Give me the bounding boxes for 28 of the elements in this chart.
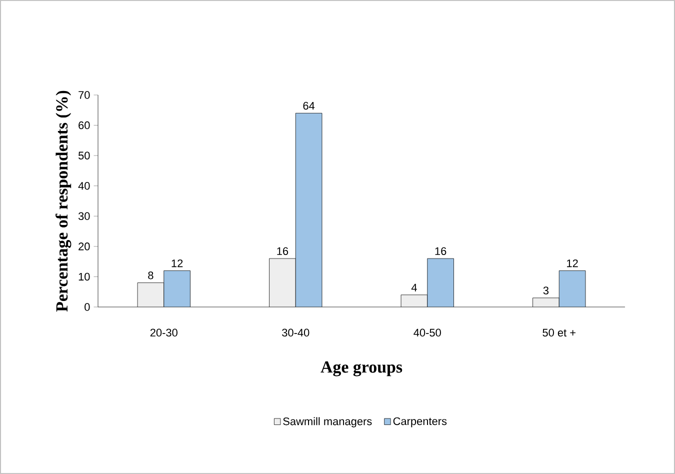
legend-label: Carpenters: [393, 417, 447, 428]
y-tick-label: 50: [78, 152, 90, 160]
y-tick-label: 20: [78, 242, 90, 250]
x-tick-label: 20-30: [150, 328, 178, 337]
bar: [427, 258, 454, 307]
y-tick-label: 40: [78, 182, 90, 190]
y-tick-label: 30: [78, 212, 90, 220]
x-tick-label: 40-50: [414, 328, 441, 337]
data-label: 8: [148, 271, 154, 280]
bar: [558, 270, 586, 307]
x-tick-label: 50 et +: [542, 328, 576, 337]
x-axis-title: Age groups: [320, 361, 402, 376]
data-label: 16: [435, 247, 446, 256]
y-tick-label: 0: [84, 303, 90, 311]
y-tick-label: 60: [78, 121, 90, 130]
bar: [164, 270, 190, 307]
y-tick-label: 70: [78, 91, 90, 99]
data-label: 12: [567, 259, 578, 268]
data-label: 12: [172, 259, 183, 268]
bar: [296, 113, 322, 307]
legend-label: Sawmill managers: [283, 417, 372, 428]
y-axis-title: Percentage of respondents (%): [56, 90, 72, 312]
y-tick-label: 10: [78, 272, 90, 281]
data-label: 16: [277, 247, 288, 256]
data-label: 4: [411, 284, 417, 292]
data-label: 3: [543, 286, 549, 294]
x-tick-label: 30-40: [282, 328, 310, 337]
data-label: 64: [303, 102, 315, 110]
